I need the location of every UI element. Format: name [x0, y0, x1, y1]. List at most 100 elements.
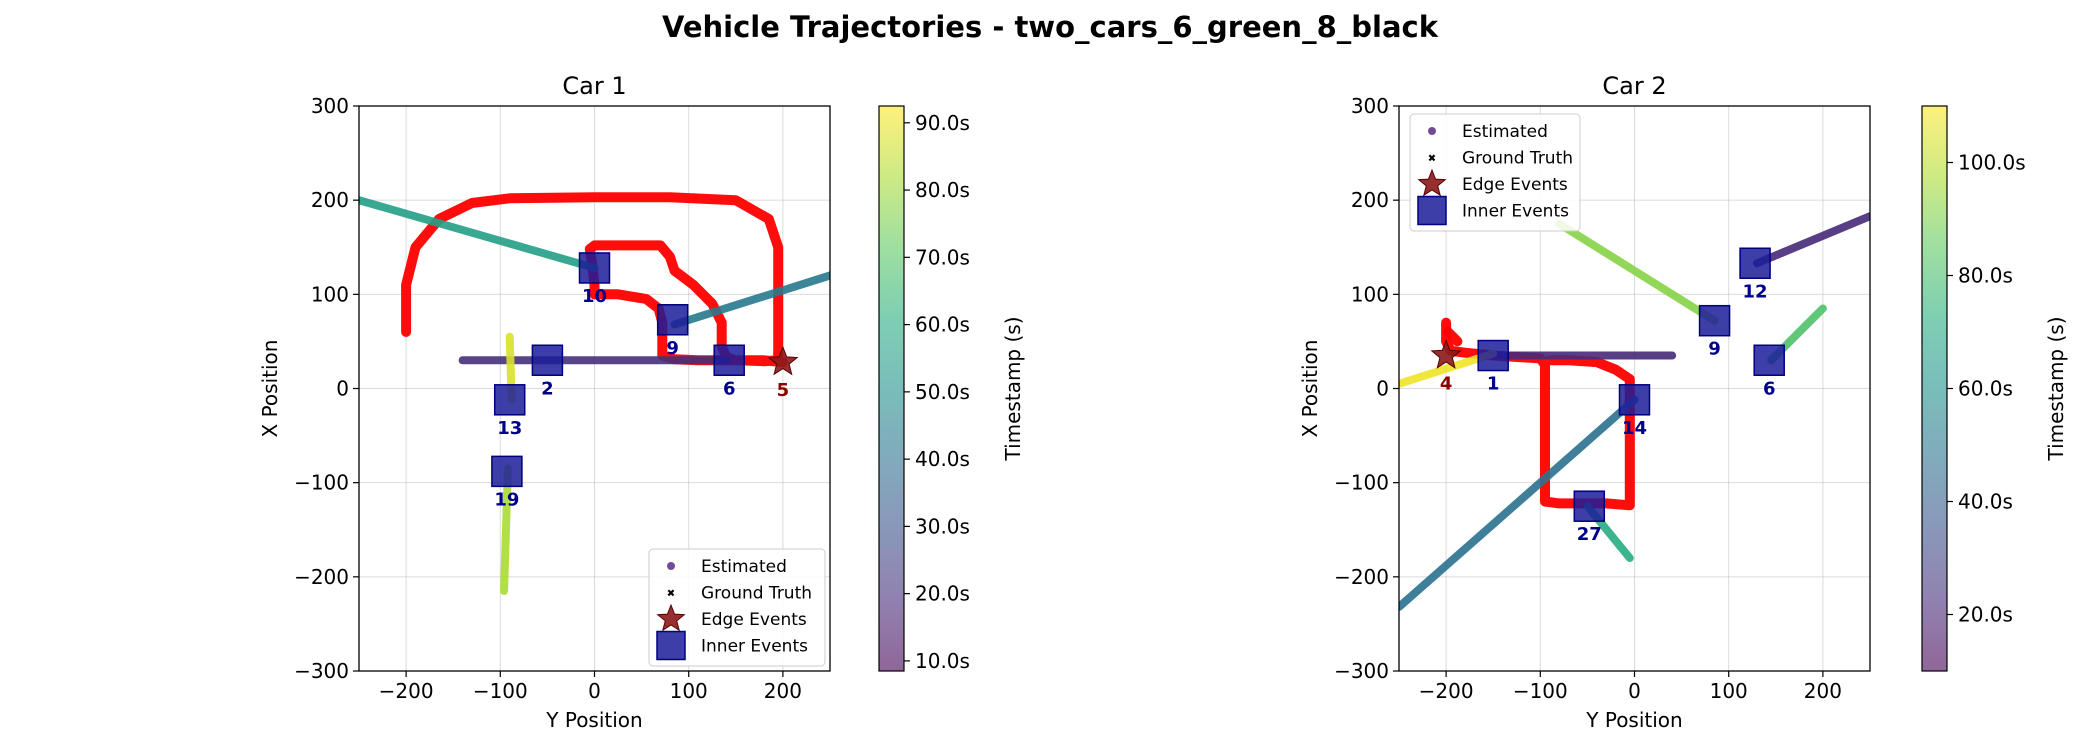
legend-label: Inner Events: [1462, 202, 1569, 222]
ground-truth-path: [1443, 327, 1463, 347]
estimated-segment: [1752, 212, 1870, 268]
inner-event-marker: [1698, 304, 1731, 337]
y-tick-label: 200: [1351, 188, 1389, 212]
y-axis-label: X Position: [1298, 340, 1322, 438]
y-tick-label: 200: [311, 188, 349, 212]
colorbar-tick-label: 40.0s: [915, 447, 970, 471]
legend-box: [648, 548, 826, 667]
inner-event-label: 2: [541, 378, 554, 399]
x-tick-label: −100: [473, 679, 528, 703]
x-axis-label: Y Position: [545, 708, 642, 732]
inner-event-label: 9: [1708, 339, 1721, 360]
legend-label: Edge Events: [1462, 175, 1568, 195]
colorbar-tick-label: 70.0s: [915, 245, 970, 269]
legend-edge-marker: [1417, 168, 1447, 197]
inner-event-label: 12: [1743, 281, 1768, 302]
y-axis-label: X Position: [258, 340, 282, 438]
legend: Estimated ✖ Ground Truth Edge Events Inner E…: [1409, 113, 1581, 232]
x-tick-label: 0: [1628, 679, 1641, 703]
y-tick-label: 100: [311, 282, 349, 306]
colorbar-tick-label: 80.0s: [915, 178, 970, 202]
inner-event-marker: [493, 384, 526, 416]
legend-inner-marker: [656, 630, 686, 661]
estimated-segment: [1555, 219, 1719, 325]
plot-area: [359, 192, 830, 595]
legend-label: Inner Events: [701, 637, 808, 657]
legend-label: Estimated: [1462, 122, 1548, 142]
colorbar-tick-label: 40.0s: [1958, 490, 2013, 514]
edge-event-marker: [767, 345, 799, 376]
inner-event-label: 10: [582, 286, 607, 307]
legend-edge-marker: [656, 603, 686, 632]
inner-event-label: 1: [1487, 374, 1500, 395]
inner-event-label: 9: [666, 338, 679, 359]
y-tick-label: −300: [1334, 659, 1389, 683]
legend-ground-truth-marker: ✖: [1428, 154, 1436, 165]
y-tick-label: 300: [311, 94, 349, 118]
y-tick-label: −200: [294, 565, 349, 589]
inner-event-label: 27: [1577, 524, 1602, 545]
x-tick-label: −200: [379, 679, 434, 703]
y-tick-label: 0: [336, 377, 349, 401]
x-tick-label: 0: [588, 679, 601, 703]
colorbar-tick-label: 10.0s: [915, 649, 970, 673]
inner-event-marker: [1477, 339, 1509, 372]
inner-event-marker: [1573, 490, 1606, 522]
inner-event-label: 14: [1622, 418, 1647, 439]
colorbar-tick-label: 30.0s: [915, 514, 970, 538]
inner-event-marker: [1618, 384, 1651, 416]
x-tick-label: −200: [1419, 679, 1474, 703]
estimated-segment: [500, 464, 512, 595]
x-tick-label: −100: [1513, 679, 1568, 703]
x-tick-label: 200: [764, 679, 802, 703]
plot-area: [1399, 212, 1870, 611]
edge-event-marker: [1430, 339, 1462, 369]
colorbar-label: Timestamp (s): [1001, 316, 1025, 461]
colorbar-tick-label: 80.0s: [1958, 264, 2013, 288]
x-tick-label: 200: [1804, 679, 1842, 703]
inner-event-marker: [656, 304, 689, 336]
legend-inner-marker: [1417, 195, 1447, 226]
y-tick-label: −200: [1334, 565, 1389, 589]
inner-event-label: 6: [723, 378, 736, 399]
colorbar: 20.0s 40.0s 60.0s 80.0s 100.0s Timestamp (s): [1921, 105, 2068, 672]
panel-car-2: 1 6 9 12 14 27 4 −200 −100 0 100 200 −300 −200 −100 0 10…: [1298, 72, 2068, 732]
colorbar-tick-label: 60.0s: [1958, 377, 2013, 401]
inner-event-marker: [491, 455, 523, 488]
x-tick-label: 100: [1710, 679, 1748, 703]
inner-event-label: 13: [497, 418, 522, 439]
legend-label: Estimated: [701, 557, 787, 577]
ground-truth-path: [401, 192, 788, 368]
estimated-segment: [359, 196, 599, 272]
legend-ground-truth-marker: ✖: [667, 589, 675, 600]
legend-label: Ground Truth: [1462, 149, 1573, 169]
colorbar-tick-label: 20.0s: [1958, 603, 2013, 627]
x-axis-label: Y Position: [1585, 708, 1682, 732]
y-tick-label: −300: [294, 659, 349, 683]
estimated-segment: [1399, 395, 1639, 611]
colorbar: 10.0s 20.0s 30.0s 40.0s 50.0s 60.0s 70.0s 80.0s…: [878, 105, 1025, 673]
inner-event-marker: [713, 344, 745, 376]
inner-event-marker: [578, 252, 611, 284]
panel-title: Car 1: [562, 72, 626, 100]
y-tick-label: 0: [1376, 377, 1389, 401]
colorbar-tick-label: 50.0s: [915, 380, 970, 404]
inner-event-marker: [1739, 247, 1771, 280]
ground-truth-path: [1441, 317, 1635, 511]
panel-title: Car 2: [1602, 72, 1666, 100]
legend-label: Edge Events: [701, 610, 807, 630]
y-tick-label: 300: [1351, 94, 1389, 118]
figure-title: Vehicle Trajectories - two_cars_6_green_…: [662, 10, 1439, 44]
inner-event-marker: [1753, 344, 1785, 376]
legend-box: [1409, 113, 1581, 232]
colorbar-label: Timestamp (s): [2044, 316, 2068, 461]
legend-estimated-marker: [667, 562, 675, 570]
inner-event-marker: [531, 344, 564, 376]
legend-label: Ground Truth: [701, 584, 812, 604]
y-tick-label: 100: [1351, 282, 1389, 306]
legend-estimated-marker: [1428, 127, 1436, 135]
panel-car-1: 2 6 9 10 13 19 5 −200 −100 0 100 200 −300 −200 −100 0 10…: [258, 72, 1025, 732]
colorbar-gradient: [1921, 105, 1948, 672]
colorbar-gradient: [878, 105, 905, 672]
